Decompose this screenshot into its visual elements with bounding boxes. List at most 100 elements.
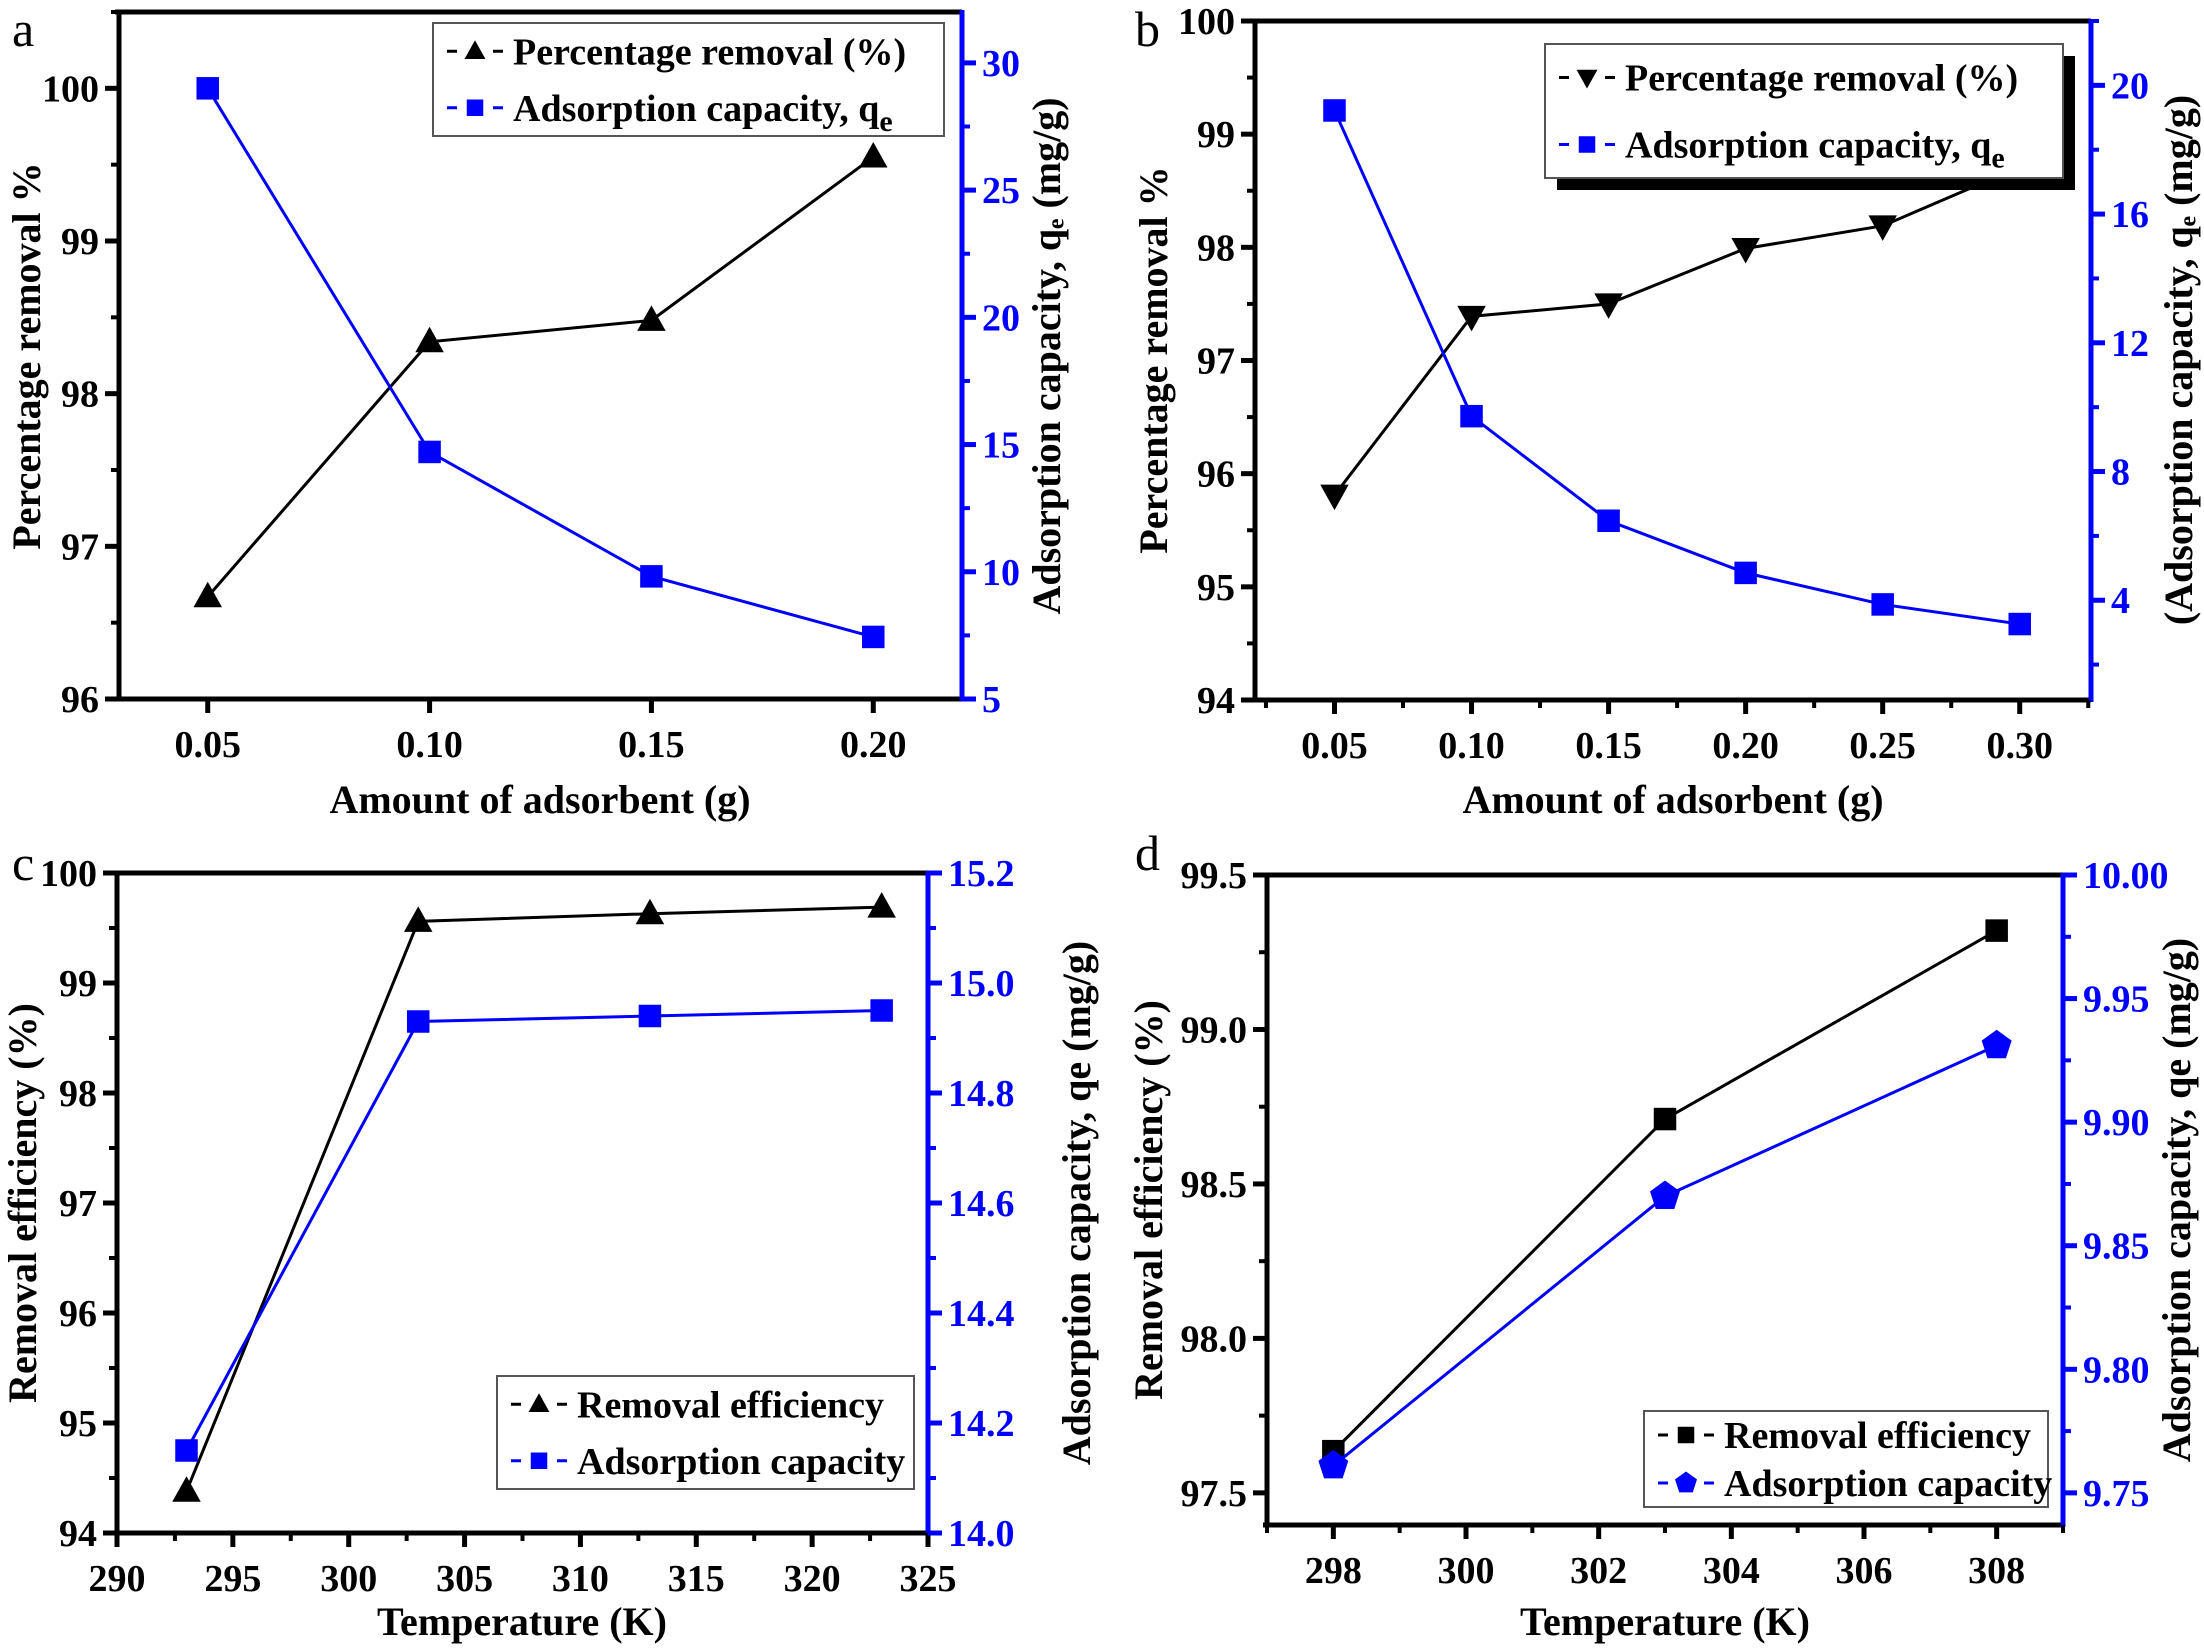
panel-label: a — [12, 1, 34, 57]
legend-label: Adsorption capacity, qe — [1625, 125, 2005, 175]
x-tick-label: 0.05 — [1301, 725, 1368, 767]
panel-label: b — [1135, 1, 1160, 57]
data-point — [1320, 484, 1349, 511]
data-point — [418, 440, 441, 464]
x-tick-label: 0.10 — [1438, 725, 1505, 767]
data-point — [640, 565, 663, 588]
data-point — [1734, 561, 1757, 585]
data-point — [415, 326, 444, 353]
legend-marker — [1675, 1471, 1697, 1493]
y-left-tick-label: 96 — [1197, 454, 1235, 496]
x-tick-label: 0.30 — [1986, 725, 2053, 767]
y-right-tick-label: 9.80 — [2083, 1349, 2150, 1391]
x-tick-label: 302 — [1570, 1550, 1627, 1592]
y-right-tick-label: 14.0 — [948, 1513, 1015, 1555]
y-right-tick-label: 15.2 — [948, 853, 1015, 895]
data-point — [1871, 593, 1894, 616]
legend-marker — [464, 40, 486, 59]
x-tick-label: 310 — [552, 1558, 609, 1600]
data-point — [1731, 237, 1760, 264]
data-point — [2008, 612, 2031, 636]
panel-b: b Percentage removal % (Adsorption capac… — [1131, 1, 2201, 822]
y-right-tick-label: 15.0 — [948, 963, 1015, 1005]
data-point — [1597, 509, 1620, 533]
y-left-tick-label: 98.5 — [1181, 1164, 1248, 1206]
x-axis-title: Temperature (K) — [1520, 1599, 1810, 1644]
series-line-0 — [206, 155, 875, 598]
legend-label-text: Percentage removal (%) — [513, 31, 906, 73]
x-tick-label: 304 — [1703, 1550, 1760, 1592]
legend-marker — [528, 1393, 550, 1412]
data-point — [1868, 215, 1897, 241]
y-right-tick-label: 4 — [2111, 580, 2130, 622]
x-tick-label: 325 — [900, 1558, 957, 1600]
y-left-tick-label: 96 — [59, 1293, 97, 1335]
x-tick-label: 0.25 — [1849, 725, 1916, 767]
y-right-tick-label: 10.00 — [2083, 855, 2169, 897]
legend-label: Removal efficiency — [1724, 1415, 2031, 1457]
data-point — [1318, 1449, 1349, 1479]
y-left-tick-label: 95 — [1197, 567, 1235, 609]
panel-c: c Removal efficiency (%) Adsorption capa… — [0, 835, 1099, 1644]
legend-label-text: Removal efficiency — [1724, 1415, 2031, 1457]
data-point — [172, 1476, 201, 1502]
y-right-tick-label: 14.2 — [948, 1403, 1015, 1445]
legend-box — [496, 1375, 915, 1490]
y-left-tick-label: 99 — [61, 221, 99, 263]
x-tick-label: 306 — [1836, 1550, 1893, 1592]
data-point — [867, 892, 896, 918]
legend-label-text: Removal efficiency — [577, 1384, 884, 1426]
y-axis-left-title: Percentage removal % — [1131, 166, 1176, 553]
x-tick-label: 315 — [668, 1558, 725, 1600]
data-point — [1457, 305, 1486, 332]
legend-label: Adsorption capacity, qe — [513, 88, 893, 138]
y-left-tick-label: 99.5 — [1181, 855, 1248, 897]
x-axis-title: Amount of adsorbent (g) — [329, 777, 750, 822]
series-line-1 — [206, 87, 874, 639]
panel-d: d Removal efficiency (%) Adsorption capa… — [1126, 825, 2199, 1644]
data-point — [637, 305, 666, 331]
data-point — [403, 906, 433, 932]
legend-label-text: Adsorption capacity — [577, 1441, 905, 1483]
x-tick-label: 300 — [1438, 1550, 1495, 1592]
legend-box — [432, 22, 945, 137]
y-right-tick-label: 12 — [2111, 323, 2149, 365]
x-axis-title: Amount of adsorbent (g) — [1462, 777, 1883, 822]
y-axis-right-title: Adsorption capacity, qₑ (mg/g) — [1024, 97, 1069, 614]
y-right-tick-label: 20 — [982, 297, 1020, 339]
y-left-tick-label: 97 — [59, 1183, 97, 1225]
x-tick-label: 300 — [320, 1558, 377, 1600]
y-axis-right-title: (Adsorption capacity, qₑ (mg/g) — [2156, 95, 2201, 625]
legend-label-subscript: e — [1991, 142, 2004, 175]
x-tick-label: 320 — [784, 1558, 841, 1600]
y-right-tick-label: 30 — [982, 43, 1020, 85]
series-line-1 — [1333, 109, 2020, 626]
x-tick-label: 305 — [436, 1558, 493, 1600]
series-line-0 — [1333, 165, 2021, 497]
y-left-tick-label: 97 — [1197, 341, 1235, 383]
data-point — [196, 77, 219, 100]
legend-marker — [1677, 1426, 1695, 1444]
legend-label-text: Adsorption capacity, q — [513, 88, 879, 130]
legend-label-text: Adsorption capacity — [1724, 1463, 2052, 1505]
data-point — [870, 999, 893, 1022]
y-right-tick-label: 9.90 — [2083, 1102, 2150, 1144]
data-point — [1323, 99, 1346, 122]
y-right-tick-label: 15 — [982, 425, 1020, 467]
data-point — [193, 581, 222, 608]
series-line-1 — [185, 1009, 882, 1452]
y-left-tick-label: 98.0 — [1181, 1318, 1248, 1360]
x-tick-label: 295 — [204, 1558, 261, 1600]
y-left-tick-label: 94 — [1197, 680, 1235, 722]
legend-marker — [1576, 69, 1598, 89]
panel-label: d — [1135, 825, 1160, 881]
y-right-tick-label: 9.95 — [2083, 979, 2150, 1021]
data-point — [859, 142, 888, 168]
y-left-tick-label: 100 — [42, 68, 99, 110]
y-axis-right-title: Adsorption capacity, qe (mg/g) — [1054, 941, 1099, 1465]
y-axis-right-title: Adsorption capacity, qe (mg/g) — [2154, 938, 2199, 1462]
y-axis-left-title: Removal efficiency (%) — [1126, 1000, 1171, 1400]
y-left-tick-label: 96 — [61, 679, 99, 721]
